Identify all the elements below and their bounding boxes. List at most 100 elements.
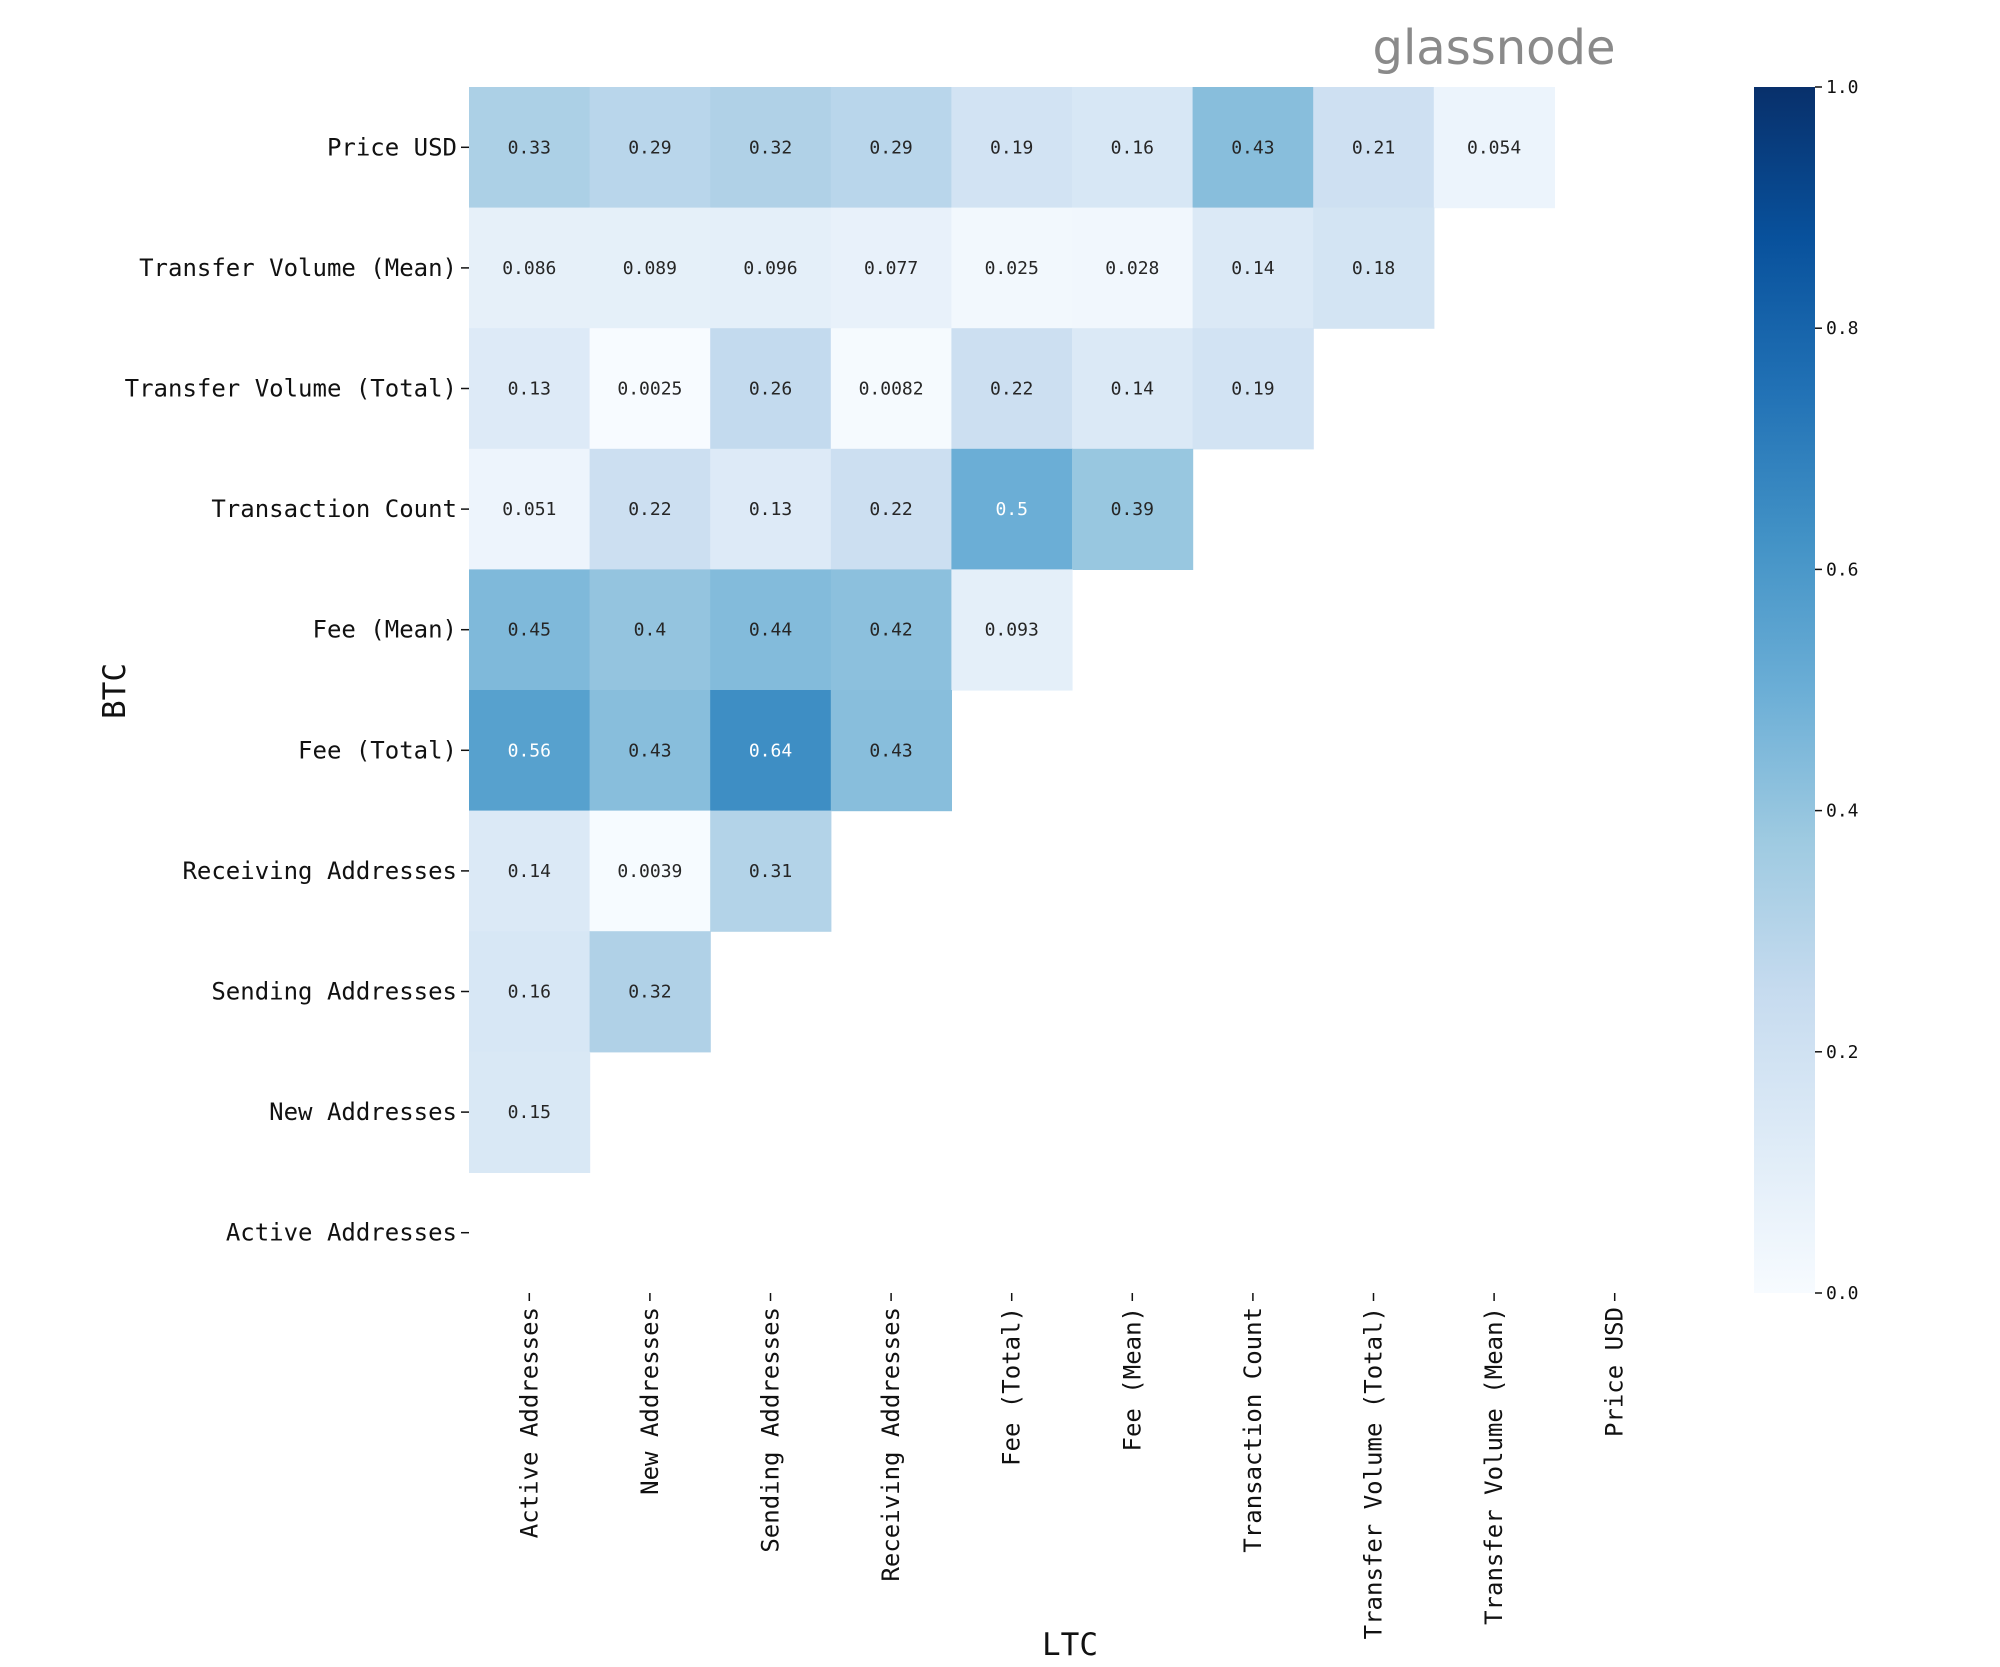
cell-value-label: 0.39 bbox=[1111, 499, 1154, 520]
x-tick-label: Sending Addresses bbox=[757, 1307, 785, 1553]
colorbar-tick-label: 0.6 bbox=[1826, 559, 1859, 580]
colorbar-tick-label: 0.0 bbox=[1826, 1283, 1859, 1304]
cell-value-label: 0.19 bbox=[990, 137, 1033, 158]
cell-value-label: 0.44 bbox=[749, 620, 792, 641]
x-tick-label: New Addresses bbox=[636, 1307, 664, 1495]
heatmap-cell bbox=[1072, 328, 1194, 450]
heatmap-cell bbox=[1072, 448, 1194, 570]
x-tick-label: Fee (Total) bbox=[998, 1307, 1026, 1466]
cell-value-label: 0.43 bbox=[1231, 137, 1274, 158]
y-tick-label: Transaction Count bbox=[211, 495, 457, 523]
cell-value-label: 0.22 bbox=[990, 379, 1033, 400]
cell-value-label: 0.15 bbox=[508, 1102, 551, 1123]
cell-value-label: 0.43 bbox=[869, 740, 912, 761]
x-tick-label: Transfer Volume (Mean) bbox=[1480, 1307, 1508, 1625]
cell-value-label: 0.45 bbox=[508, 620, 551, 641]
heatmap-cell bbox=[1072, 87, 1194, 209]
y-axis-ticks: Price USD Transfer Volume (Mean) Transfer … bbox=[125, 133, 469, 1247]
heatmap-cell bbox=[589, 207, 711, 329]
cell-annotations: 0.33 0.29 0.32 0.29 0.19 0.16 0.43 0.21 0.054 0.0… bbox=[502, 137, 1521, 1123]
colorbar-tick-label: 0.4 bbox=[1826, 801, 1859, 822]
cell-value-label: 0.21 bbox=[1352, 137, 1395, 158]
cell-value-label: 0.051 bbox=[502, 499, 556, 520]
x-tick-label: Transfer Volume (Total) bbox=[1360, 1307, 1388, 1639]
heatmap-cell bbox=[469, 569, 591, 691]
cell-value-label: 0.29 bbox=[869, 137, 912, 158]
cell-value-label: 0.19 bbox=[1231, 379, 1274, 400]
cell-value-label: 0.32 bbox=[749, 137, 792, 158]
cell-value-label: 0.4 bbox=[634, 620, 667, 641]
cell-value-label: 0.13 bbox=[749, 499, 792, 520]
heatmap-cell bbox=[589, 87, 711, 209]
heatmap-cell bbox=[710, 207, 832, 329]
heatmap-cell bbox=[830, 207, 952, 329]
heatmap-cell bbox=[710, 448, 832, 570]
heatmap-cell bbox=[1192, 87, 1314, 209]
heatmap-cell bbox=[951, 569, 1073, 691]
heatmap-cell bbox=[710, 569, 832, 691]
heatmap-cell bbox=[710, 328, 832, 450]
cell-value-label: 0.5 bbox=[995, 499, 1028, 520]
x-tick-label: Fee (Mean) bbox=[1118, 1307, 1146, 1452]
cell-value-label: 0.43 bbox=[628, 740, 671, 761]
y-tick-label: Active Addresses bbox=[226, 1219, 457, 1247]
cell-value-label: 0.56 bbox=[508, 740, 551, 761]
cell-value-label: 0.22 bbox=[869, 499, 912, 520]
heatmap-cell bbox=[830, 448, 952, 570]
heatmap-cell bbox=[830, 328, 952, 450]
heatmap-cell bbox=[1192, 328, 1314, 450]
cell-value-label: 0.16 bbox=[1111, 137, 1154, 158]
cell-value-label: 0.32 bbox=[628, 982, 671, 1003]
y-tick-label: New Addresses bbox=[269, 1098, 457, 1126]
x-tick-label: Receiving Addresses bbox=[877, 1307, 905, 1582]
heatmap-cell bbox=[469, 810, 591, 932]
y-tick-label: Transfer Volume (Mean) bbox=[139, 254, 457, 282]
cell-value-label: 0.0025 bbox=[617, 379, 682, 400]
heatmap-cell bbox=[830, 690, 952, 812]
cell-value-label: 0.054 bbox=[1467, 137, 1521, 158]
heatmap-cell bbox=[710, 810, 832, 932]
heatmap-cell bbox=[1192, 207, 1314, 329]
x-axis-ticks: Active Addresses New Addresses Sending Add… bbox=[515, 1293, 1629, 1639]
y-tick-label: Fee (Total) bbox=[298, 736, 457, 764]
heatmap-cell bbox=[469, 328, 591, 450]
heatmap-cell bbox=[589, 690, 711, 812]
heatmap-cell bbox=[1433, 87, 1555, 209]
heatmap-cell bbox=[469, 207, 591, 329]
cell-value-label: 0.64 bbox=[749, 740, 792, 761]
y-axis-title: BTC bbox=[97, 663, 133, 719]
cell-value-label: 0.31 bbox=[749, 861, 792, 882]
cell-value-label: 0.0039 bbox=[617, 861, 682, 882]
heatmap-cell bbox=[951, 87, 1073, 209]
heatmap-cell bbox=[469, 931, 591, 1053]
x-axis-title: LTC bbox=[1042, 1627, 1098, 1663]
cell-value-label: 0.025 bbox=[985, 258, 1039, 279]
cell-value-label: 0.13 bbox=[508, 379, 551, 400]
heatmap-cell bbox=[469, 690, 591, 812]
cell-value-label: 0.093 bbox=[985, 620, 1039, 641]
cell-value-label: 0.26 bbox=[749, 379, 792, 400]
heatmap-cells bbox=[469, 87, 1555, 1173]
heatmap-cell bbox=[710, 87, 832, 209]
y-tick-label: Fee (Mean) bbox=[313, 616, 458, 644]
x-tick-label: Price USD bbox=[1601, 1307, 1629, 1437]
x-tick-label: Transaction Count bbox=[1239, 1307, 1267, 1553]
heatmap-cell bbox=[589, 810, 711, 932]
cell-value-label: 0.18 bbox=[1352, 258, 1395, 279]
heatmap-cell bbox=[589, 448, 711, 570]
glassnode-logo: glassnode bbox=[1372, 20, 1615, 76]
cell-value-label: 0.077 bbox=[864, 258, 918, 279]
cell-value-label: 0.096 bbox=[743, 258, 797, 279]
heatmap-cell bbox=[1072, 207, 1194, 329]
colorbar-tick-label: 0.2 bbox=[1826, 1042, 1859, 1063]
cell-value-label: 0.089 bbox=[623, 258, 677, 279]
heatmap-cell bbox=[469, 1051, 591, 1173]
cell-value-label: 0.33 bbox=[508, 137, 551, 158]
cell-value-label: 0.22 bbox=[628, 499, 671, 520]
x-tick-label: Active Addresses bbox=[515, 1307, 543, 1538]
cell-value-label: 0.16 bbox=[508, 982, 551, 1003]
colorbar-gradient bbox=[1754, 87, 1815, 1293]
y-tick-label: Price USD bbox=[327, 133, 457, 161]
cell-value-label: 0.29 bbox=[628, 137, 671, 158]
